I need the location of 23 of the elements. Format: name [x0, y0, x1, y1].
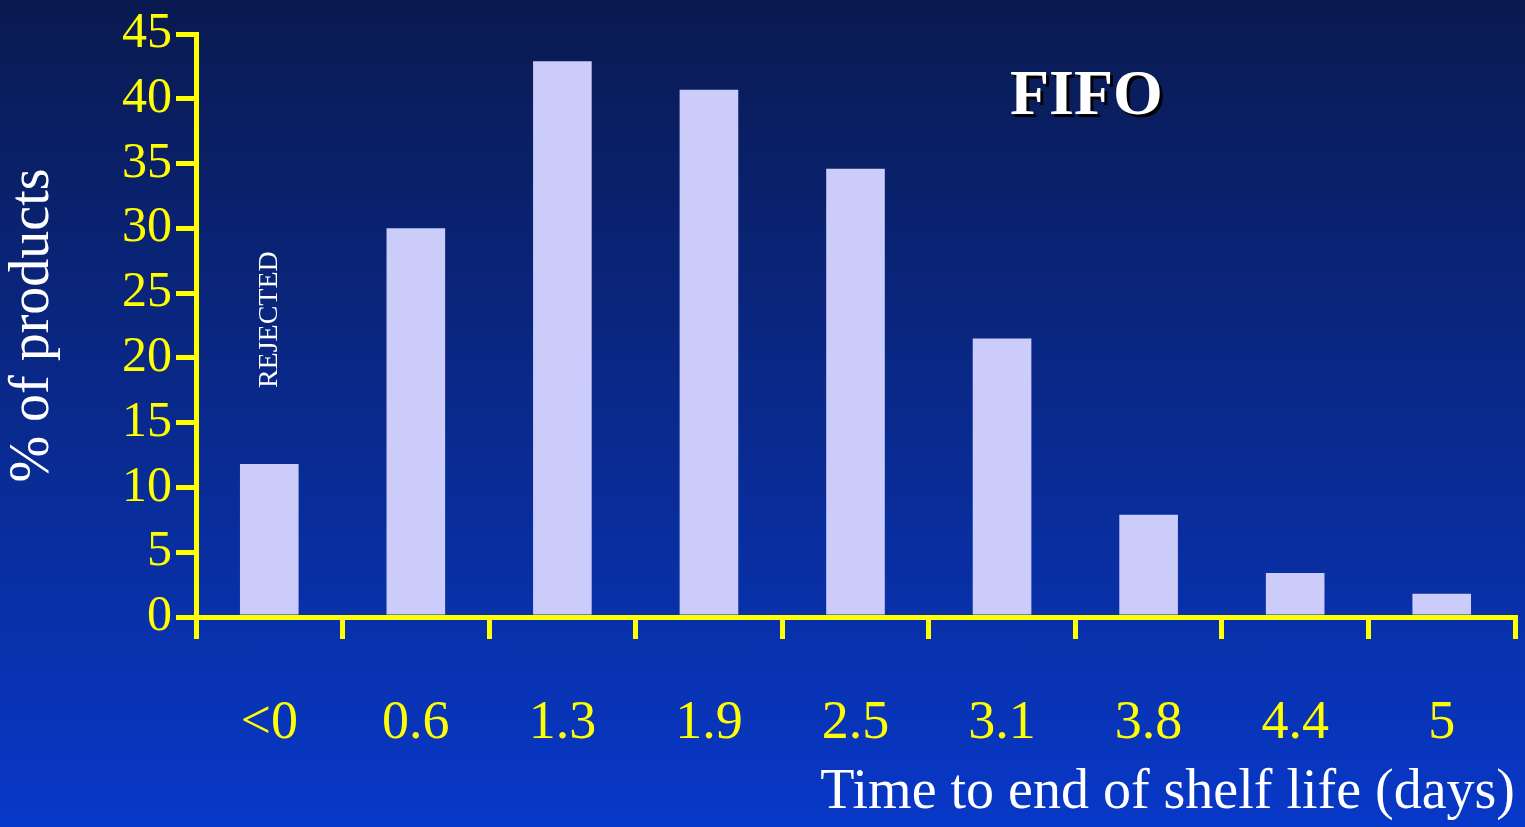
text: FIFO [1012, 59, 1166, 131]
x-tick-label: 0.6 [382, 689, 450, 750]
x-tick-label: 5 [1428, 689, 1456, 750]
x-tick-label: 3.8 [1114, 689, 1183, 750]
annotation: REJECTED [251, 251, 283, 389]
y-axis-title: % of products [0, 168, 61, 483]
x-axis-title: Time to end of shelf life (days) [820, 758, 1515, 822]
y-tick-label: 30 [122, 196, 172, 253]
y-tick-label: 20 [122, 326, 172, 383]
x-tick-label: 4.4 [1261, 689, 1329, 750]
y-tick-label: 25 [122, 261, 172, 318]
y-tick-label: 0 [147, 585, 172, 642]
y-tick-label: 45 [122, 2, 172, 59]
x-tick-label: <0 [240, 689, 299, 750]
y-tick-label: 5 [147, 520, 172, 577]
x-tick-label: 2.5 [821, 689, 890, 750]
x-tick-label: 3.1 [968, 689, 1036, 750]
y-tick-label: 15 [122, 390, 172, 447]
y-tick-label: 40 [122, 66, 172, 123]
y-tick-label: 35 [122, 131, 172, 188]
y-tick-label: 10 [122, 455, 172, 512]
x-tick-label: 1.9 [675, 689, 743, 750]
x-tick-label: 1.3 [528, 689, 597, 750]
